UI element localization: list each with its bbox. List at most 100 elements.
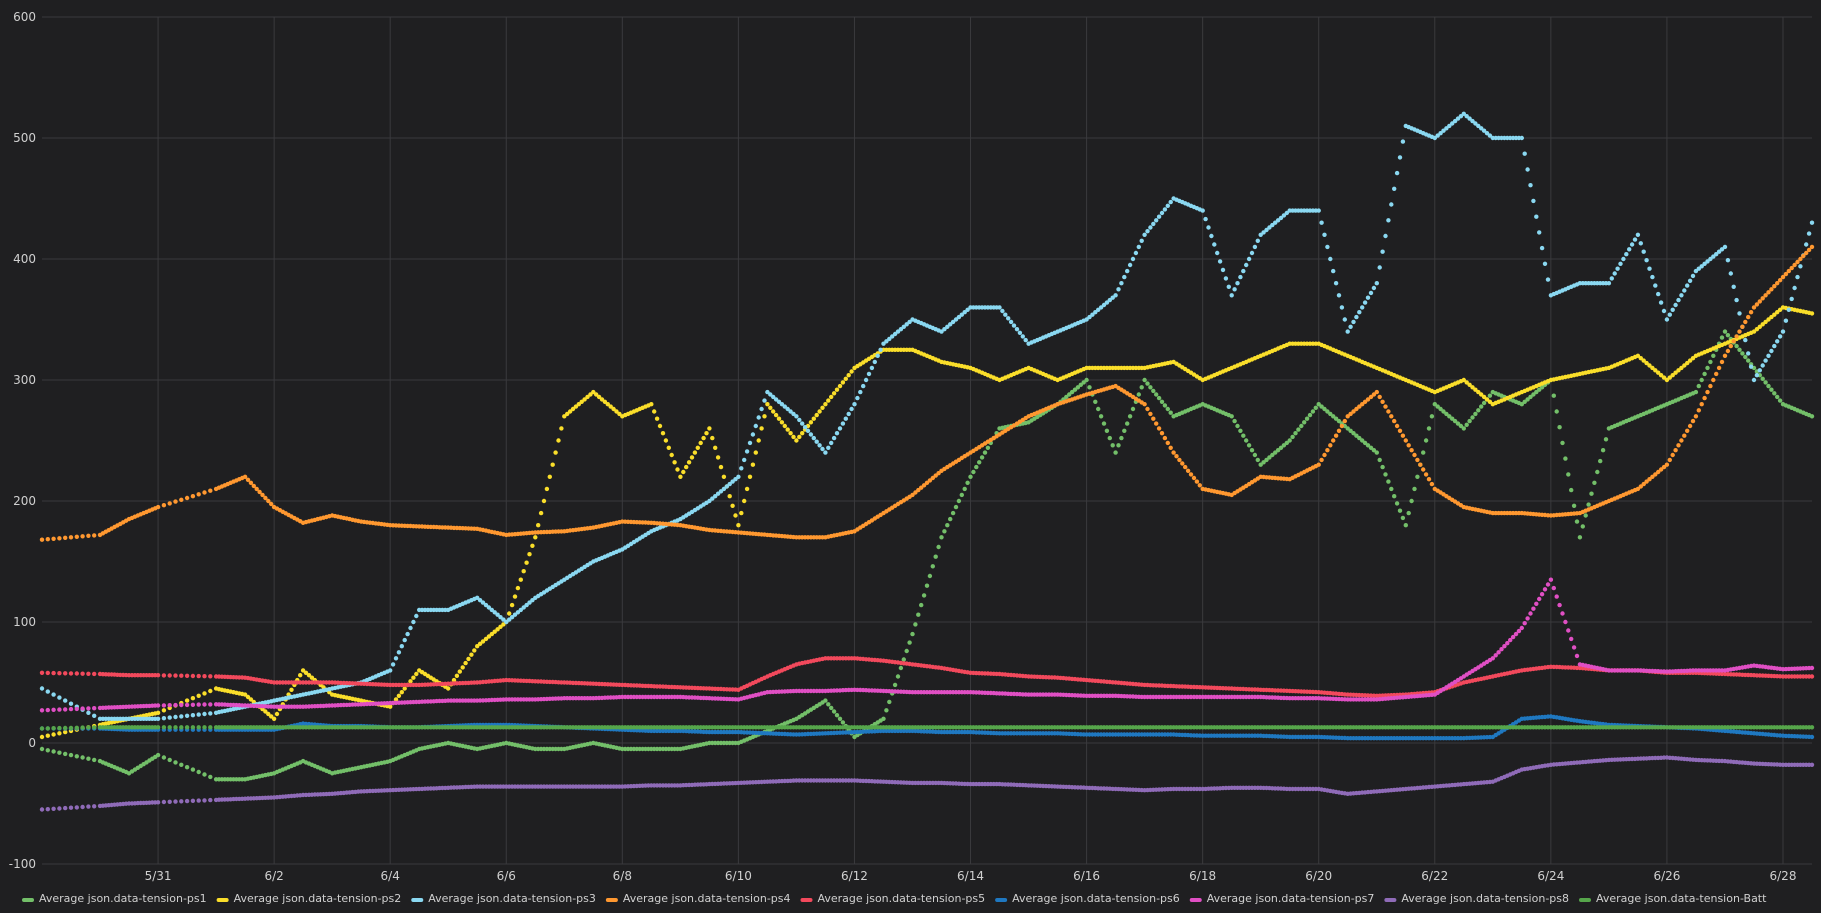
data-point	[1438, 406, 1443, 412]
data-point	[1360, 305, 1365, 310]
data-point	[196, 492, 201, 497]
data-point	[298, 673, 303, 678]
data-point	[997, 305, 1002, 310]
data-point	[1302, 420, 1307, 425]
data-point	[62, 805, 68, 811]
data-point	[1421, 450, 1426, 455]
data-point	[1754, 327, 1760, 332]
data-point	[1676, 368, 1681, 373]
data-point	[1676, 443, 1681, 448]
data-point	[762, 398, 767, 403]
data-point	[155, 716, 161, 721]
data-point	[1223, 276, 1229, 281]
data-point	[1441, 409, 1446, 414]
data-point	[718, 464, 724, 470]
data-point	[62, 707, 68, 712]
data-point	[950, 319, 956, 325]
data-point	[1185, 468, 1191, 473]
y-tick-label: 600	[13, 10, 36, 24]
data-point	[831, 391, 837, 396]
data-point	[245, 477, 251, 482]
data-point	[155, 725, 161, 730]
data-point	[51, 806, 56, 811]
data-point	[1273, 450, 1278, 455]
data-point	[1714, 371, 1719, 377]
data-point	[904, 648, 909, 654]
data-point	[657, 423, 663, 429]
data-point	[1746, 314, 1751, 320]
data-point	[1438, 131, 1443, 136]
data-point	[773, 412, 779, 418]
data-point	[1122, 274, 1127, 280]
data-point	[1014, 327, 1020, 332]
data-point	[1267, 225, 1272, 230]
data-point	[744, 486, 750, 492]
data-point	[1476, 123, 1481, 129]
data-point	[309, 675, 315, 680]
data-point	[715, 455, 721, 460]
data-point	[1531, 198, 1536, 204]
data-point	[173, 725, 178, 730]
data-point	[257, 489, 262, 495]
data-point	[1746, 358, 1751, 363]
data-point	[51, 707, 56, 712]
data-point	[562, 414, 567, 419]
data-point	[1342, 317, 1348, 322]
data-point	[820, 446, 825, 452]
data-point	[1154, 392, 1159, 397]
data-point	[208, 711, 213, 716]
data-point	[953, 317, 959, 322]
data-point	[1406, 510, 1411, 516]
data-point	[266, 498, 271, 504]
data-point	[1386, 218, 1391, 223]
data-point	[1464, 380, 1469, 385]
data-point	[1702, 395, 1707, 401]
data-point	[39, 726, 45, 731]
data-point	[498, 615, 503, 620]
data-point	[1647, 266, 1652, 271]
data-point	[750, 462, 756, 467]
data-point	[1479, 404, 1484, 409]
data-point	[1023, 337, 1028, 343]
data-point	[1284, 210, 1290, 216]
data-point	[399, 690, 404, 695]
y-tick-label: 300	[13, 373, 36, 387]
data-point	[1171, 450, 1176, 455]
data-point	[695, 445, 700, 450]
data-point	[1333, 416, 1339, 421]
data-point	[1763, 319, 1768, 325]
data-point	[202, 772, 207, 777]
data-point	[254, 486, 259, 492]
data-point	[498, 624, 503, 629]
data-point	[1432, 135, 1438, 141]
data-point	[863, 377, 869, 383]
data-point	[1374, 281, 1380, 286]
data-point	[1638, 241, 1644, 246]
data-point	[1548, 577, 1554, 582]
data-point	[507, 617, 512, 622]
data-point	[524, 602, 529, 608]
data-point	[1383, 472, 1388, 477]
data-point	[1168, 445, 1173, 450]
data-point	[1110, 443, 1115, 448]
data-point	[62, 671, 68, 676]
data-point	[956, 498, 962, 504]
data-point	[782, 404, 787, 409]
data-point	[1528, 611, 1533, 616]
data-point	[1522, 151, 1527, 156]
data-point	[1267, 455, 1272, 460]
data-point	[202, 691, 207, 696]
data-point	[965, 480, 970, 485]
data-point	[939, 329, 944, 334]
data-point	[1275, 218, 1281, 223]
data-point	[924, 583, 930, 588]
data-point	[773, 397, 779, 402]
data-point	[248, 697, 254, 702]
data-point	[1110, 295, 1115, 300]
data-point	[1685, 360, 1690, 366]
data-point	[1217, 259, 1223, 264]
data-point	[1281, 443, 1287, 448]
data-point	[39, 537, 45, 542]
data-point	[591, 389, 596, 395]
